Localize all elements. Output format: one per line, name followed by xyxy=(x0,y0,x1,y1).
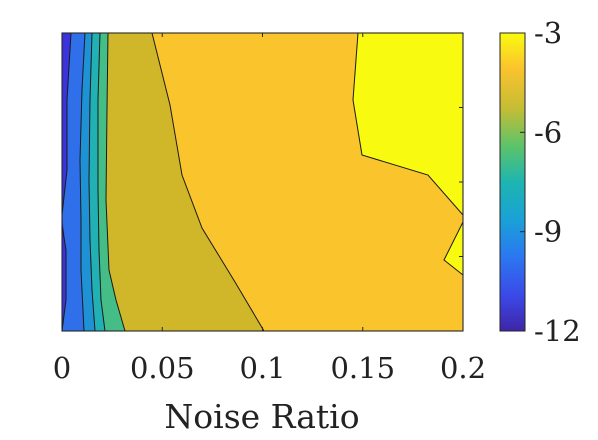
x-tick-label: 0 xyxy=(53,351,71,385)
contour-line-7 xyxy=(62,224,67,331)
x-axis-title: Noise Ratio xyxy=(164,397,359,436)
plot-area xyxy=(62,33,463,331)
colorbar-ticks: -3 -6 -9 -12 xyxy=(520,16,581,348)
colorbar-tick-label: -3 xyxy=(534,16,562,50)
contour-line-2 xyxy=(105,33,126,331)
contour-line-3 xyxy=(97,33,106,331)
colorbar xyxy=(500,33,525,331)
colorbar-frame xyxy=(499,32,526,332)
contour-lines xyxy=(62,33,463,331)
band-yellow-pocket xyxy=(444,222,463,275)
x-tick-label: 0.1 xyxy=(239,351,285,385)
x-axis-ticks: 0 0.05 0.1 0.15 0.2 xyxy=(53,33,486,385)
contour-line-9 xyxy=(443,221,463,276)
x-tick-label: 0.15 xyxy=(330,351,395,385)
band-olive xyxy=(62,33,264,331)
contour-line-5 xyxy=(79,33,86,331)
band-darkest xyxy=(62,33,71,331)
contour-line-4 xyxy=(88,33,96,331)
colorbar-tick-label: -9 xyxy=(534,215,562,249)
contour-line-6 xyxy=(62,33,72,216)
x-tick-label: 0.05 xyxy=(130,351,195,385)
colorbar-tick-label: -6 xyxy=(534,115,562,149)
contour-line-8 xyxy=(352,33,463,216)
band-yellow xyxy=(353,33,463,215)
band-blue xyxy=(62,33,85,331)
contour-line-1 xyxy=(151,33,265,331)
x-tick-label: 0.2 xyxy=(440,351,486,385)
colorbar-tick-label: -12 xyxy=(534,314,581,348)
y-ticks xyxy=(459,32,463,332)
